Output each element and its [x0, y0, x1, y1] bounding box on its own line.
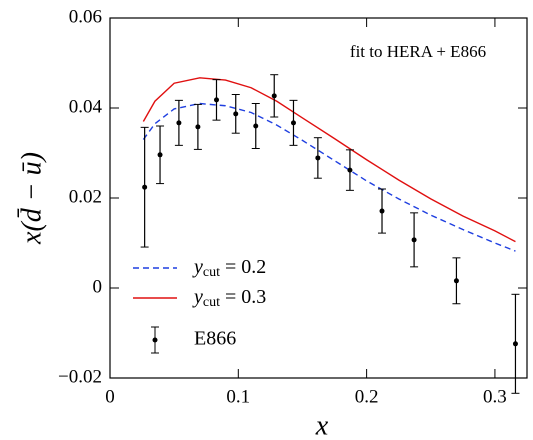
- x-tick-label: 0: [105, 386, 115, 407]
- y-tick-label: 0.02: [69, 186, 102, 207]
- legend-label: ycut = 0.2: [192, 256, 266, 281]
- line-series: [142, 77, 516, 243]
- y-tick-label: −0.02: [58, 366, 102, 387]
- data-point: [233, 111, 239, 117]
- data-point: [379, 208, 385, 214]
- legend-marker: [152, 337, 158, 343]
- data-point: [176, 120, 182, 126]
- data-point: [411, 237, 417, 243]
- y-tick-label: 0: [93, 276, 103, 297]
- plot-frame: [109, 17, 528, 379]
- x-tick-label: 0.2: [355, 386, 379, 407]
- data-point: [195, 124, 201, 130]
- x-tick-label: 0.1: [226, 386, 250, 407]
- x-axis-label: x: [315, 410, 329, 440]
- x-tick-label: 0.3: [483, 386, 507, 407]
- data-point: [315, 155, 321, 161]
- data-point: [453, 278, 459, 284]
- annotation: fit to HERA + E866: [350, 42, 486, 61]
- y-axis-label: x(d̄ − ū): [16, 152, 47, 245]
- data-point: [157, 152, 163, 158]
- y-tick-label: 0.04: [69, 96, 103, 117]
- data-point: [512, 341, 518, 347]
- line-series: [142, 102, 516, 252]
- data-point: [213, 97, 219, 103]
- data-point: [347, 167, 353, 173]
- data-point: [271, 93, 277, 99]
- legend-label: ycut = 0.3: [192, 286, 266, 311]
- y-tick-label: 0.06: [69, 6, 102, 27]
- data-point: [253, 123, 259, 129]
- data-point: [142, 184, 148, 190]
- legend-label: E866: [194, 328, 236, 350]
- data-point: [290, 120, 296, 126]
